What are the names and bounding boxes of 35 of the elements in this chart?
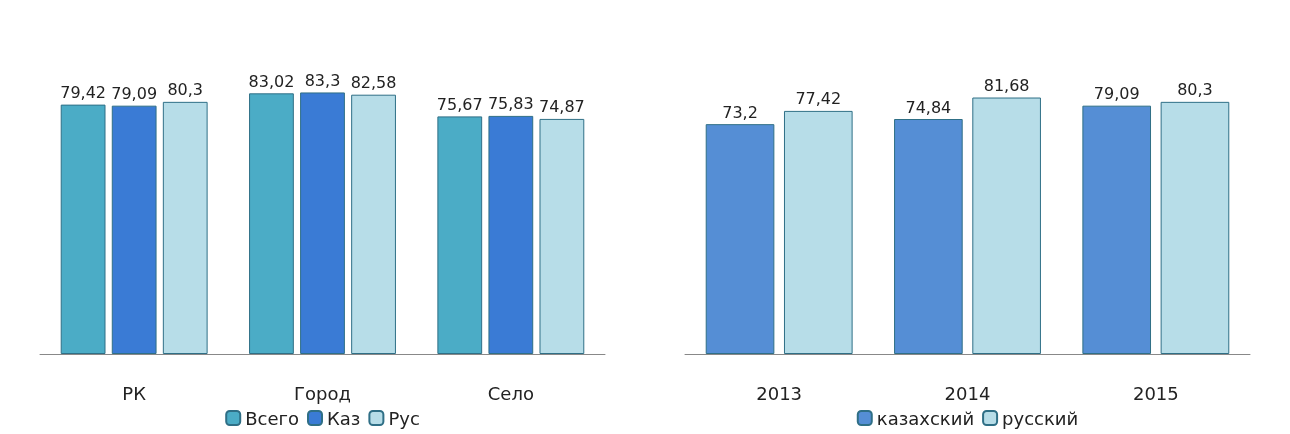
data-label: 74,84 — [905, 97, 952, 117]
x-tick-label: РК — [122, 382, 147, 404]
data-label: 77,42 — [795, 89, 842, 109]
x-tick-label: 2013 — [756, 382, 803, 404]
bar — [351, 94, 396, 354]
data-label: 73,2 — [722, 102, 758, 122]
x-tick-label: 2015 — [1132, 382, 1179, 404]
data-label: 83,02 — [248, 71, 295, 91]
bar — [111, 105, 157, 354]
bar — [60, 104, 106, 354]
data-label: 80,3 — [167, 80, 204, 100]
x-tick-label: 2014 — [944, 382, 991, 404]
bar — [162, 101, 208, 354]
data-label: 83,3 — [304, 70, 341, 90]
legend-label: казахский — [876, 407, 975, 429]
bar — [300, 92, 345, 354]
x-tick-label: Село — [487, 382, 534, 404]
data-label: 79,09 — [1093, 84, 1140, 104]
data-label: 75,67 — [436, 94, 483, 114]
data-label: 79,09 — [111, 84, 158, 104]
data-label: 79,42 — [60, 83, 107, 103]
legend-label: Рус — [388, 407, 420, 429]
data-label: 80,3 — [1177, 80, 1213, 100]
bar — [437, 116, 483, 354]
bar — [249, 93, 294, 354]
data-label: 82,58 — [350, 73, 397, 93]
data-label: 75,83 — [487, 94, 534, 114]
legend-label: Всего — [245, 407, 300, 429]
data-label: 81,68 — [983, 76, 1030, 96]
data-label: 74,87 — [538, 97, 585, 117]
legend-label: русский — [1002, 407, 1079, 429]
legend-label: Каз — [327, 407, 361, 429]
bar — [488, 115, 534, 354]
bar — [539, 118, 585, 354]
x-tick-label: Город — [294, 382, 351, 404]
